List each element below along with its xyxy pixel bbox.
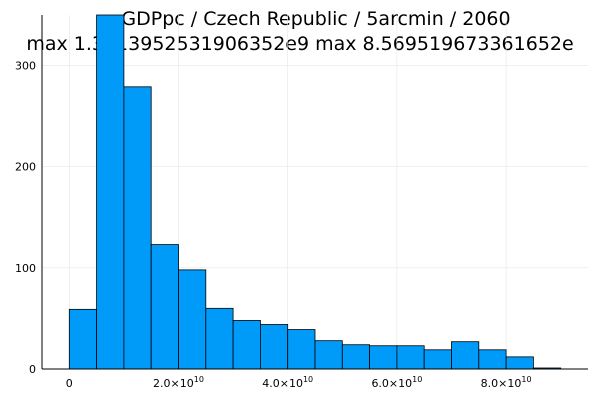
histogram-bar <box>505 356 534 370</box>
x-tick-exponent: 10 <box>303 375 313 384</box>
histogram-bar <box>178 269 207 370</box>
x-tick-label: 8.0×1010 <box>481 375 532 390</box>
chart-subtitle: max 1.3313952531906352e9 max 8.569519673… <box>26 33 573 55</box>
histogram-bar <box>232 320 261 370</box>
x-tick-label: 0 <box>66 377 73 390</box>
histogram-bars <box>68 14 562 370</box>
x-tick-exponent: 10 <box>521 375 531 384</box>
histogram-bar <box>423 349 452 370</box>
x-tick-mantissa: 0 <box>66 377 73 390</box>
axes <box>41 15 588 370</box>
histogram-bar <box>396 345 425 370</box>
x-tick-mantissa: 2.0×10 <box>153 377 194 390</box>
histogram-bar <box>478 349 507 370</box>
x-tick-label: 4.0×1010 <box>262 375 313 390</box>
x-tick-mantissa: 8.0×10 <box>481 377 522 390</box>
histogram-bar <box>205 307 234 370</box>
y-tick-label: 200 <box>15 161 36 174</box>
histogram-bar <box>96 14 125 370</box>
chart-title: GDPpc / Czech Republic / 5arcmin / 2060 <box>121 8 510 30</box>
x-tick-label: 6.0×1010 <box>371 375 422 390</box>
x-tick-exponent: 10 <box>412 375 422 384</box>
histogram-bar <box>68 308 98 370</box>
x-tick-mantissa: 4.0×10 <box>262 377 303 390</box>
y-tick-labels: 0 100 200 300 <box>15 60 36 376</box>
histogram-bar <box>123 86 152 370</box>
x-tick-exponent: 10 <box>194 375 204 384</box>
histogram-bar <box>259 324 289 370</box>
histogram-bar <box>287 329 316 370</box>
histogram-bar <box>451 341 480 370</box>
x-tick-mantissa: 6.0×10 <box>371 377 412 390</box>
histogram-bar <box>314 340 343 370</box>
x-tick-labels: 0 2.0×1010 4.0×1010 6.0×1010 8.0×1010 <box>66 375 532 390</box>
histogram-bar <box>341 344 370 370</box>
x-tick-label: 2.0×1010 <box>153 375 204 390</box>
y-tick-label: 0 <box>29 363 36 376</box>
y-tick-label: 100 <box>15 262 36 275</box>
histogram-bar <box>369 345 398 370</box>
y-tick-label: 300 <box>15 60 36 73</box>
histogram-bar <box>150 244 179 370</box>
